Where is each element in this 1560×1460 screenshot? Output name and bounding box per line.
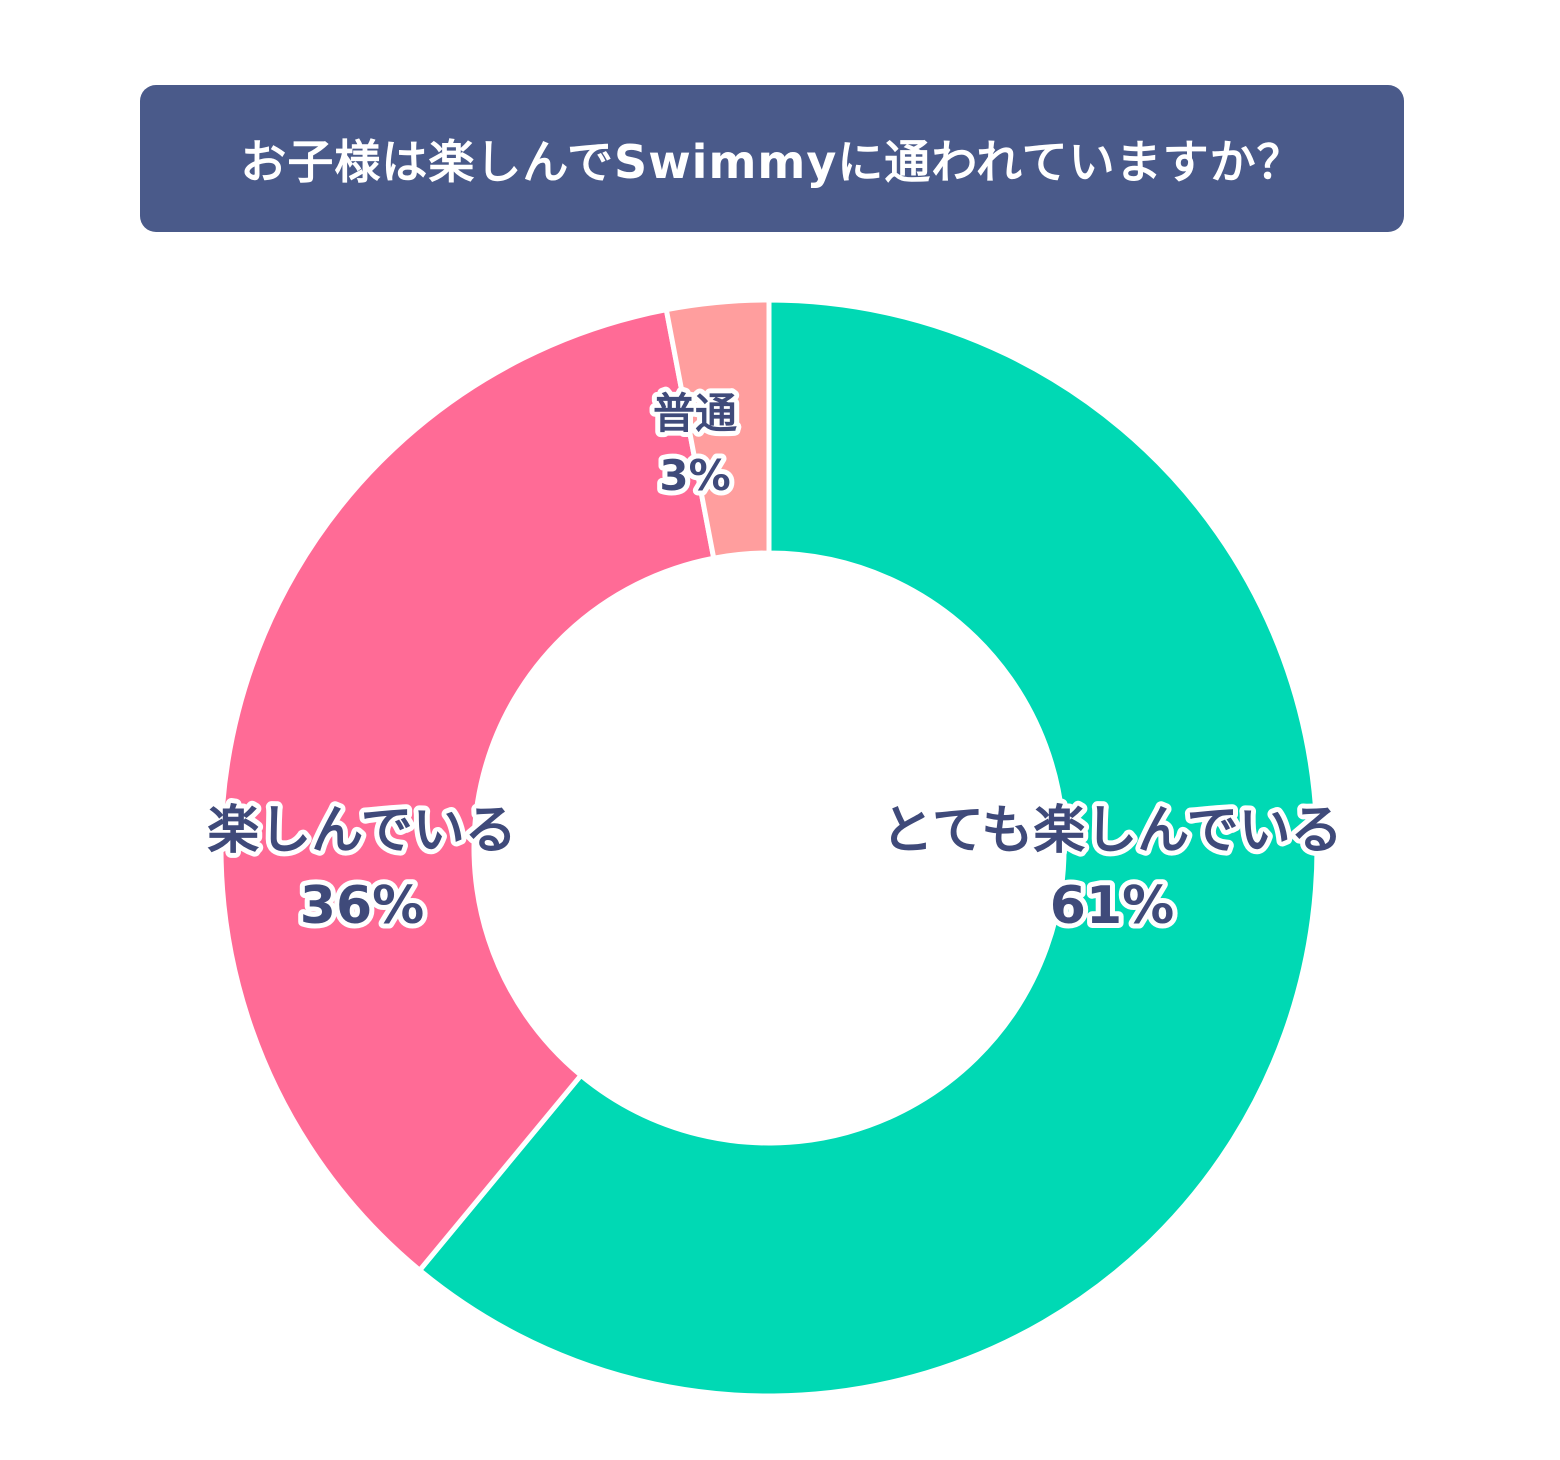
- slice-category-label: とても楽しんでいる: [881, 801, 1342, 861]
- slice-value-label: 61%: [1050, 876, 1174, 936]
- chart-title: お子様は楽しんでSwimmyに通われていますか？: [240, 134, 1304, 189]
- slice-category-label: 普通: [653, 389, 737, 438]
- slice-2: [663, 297, 772, 562]
- slice-value-label: 36%: [300, 876, 424, 936]
- slice-1: [218, 306, 717, 1274]
- slice-category-label: 楽しんでいる: [207, 801, 516, 861]
- slice-0: [416, 297, 1320, 1399]
- slice-value-label: 3%: [659, 451, 730, 500]
- chart-title-box: お子様は楽しんでSwimmyに通われていますか？: [140, 85, 1404, 232]
